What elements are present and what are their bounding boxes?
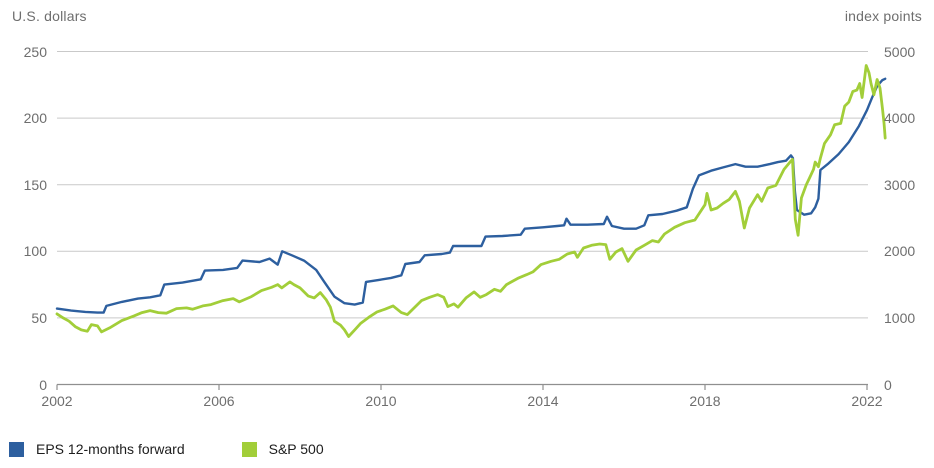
x-tick-label: 2002 — [41, 393, 73, 409]
left-tick-label: 200 — [23, 110, 47, 127]
right-tick-label: 1000 — [884, 309, 916, 326]
left-tick-label: 50 — [31, 309, 47, 326]
legend-item: S&P 500 — [241, 441, 324, 457]
left-tick-label: 250 — [23, 43, 47, 60]
left-axis-title: U.S. dollars — [12, 8, 87, 24]
legend: EPS 12-months forward S&P 500 — [9, 441, 324, 457]
legend-label: S&P 500 — [268, 441, 324, 457]
right-tick-label: 4000 — [884, 110, 916, 127]
x-tick-label: 2010 — [365, 393, 397, 409]
legend-item: EPS 12-months forward — [9, 441, 185, 457]
sp500-line — [55, 64, 887, 338]
right-tick-label: 5000 — [884, 43, 916, 60]
legend-swatch — [241, 441, 257, 457]
right-axis-title: index points — [844, 8, 922, 24]
left-tick-label: 100 — [23, 243, 47, 260]
left-tick-label: 0 — [39, 376, 47, 393]
left-tick-label: 150 — [23, 176, 47, 193]
x-tick-label: 2022 — [851, 393, 883, 409]
right-tick-label: 0 — [884, 376, 892, 393]
x-tick-label: 2006 — [203, 393, 235, 409]
right-tick-label: 3000 — [884, 176, 916, 193]
x-tick-label: 2014 — [527, 393, 559, 409]
right-tick-label: 2000 — [884, 243, 916, 260]
x-tick-label: 2018 — [689, 393, 721, 409]
legend-swatch — [9, 441, 24, 457]
legend-label: EPS 12-months forward — [36, 441, 185, 457]
eps-line — [55, 77, 887, 314]
